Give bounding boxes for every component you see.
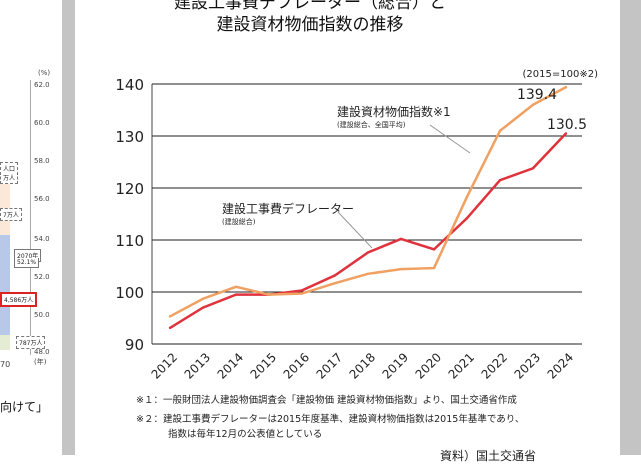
- y-tick-label: 140: [115, 76, 144, 94]
- callout: 4,586万人: [0, 292, 38, 307]
- left-axis-unit: (%): [38, 69, 51, 77]
- data-point: [432, 248, 436, 251]
- left-bar-segment: [0, 335, 10, 350]
- series-label: 建設資材物価指数※1: [337, 104, 451, 119]
- end-value-label: 130.5: [547, 117, 587, 133]
- data-point: [366, 251, 370, 254]
- x-tick-label: 2018: [347, 350, 378, 381]
- data-point: [498, 129, 502, 132]
- footnote-2: ※２：建設工事費デフレーターは2015年度基準、建設資材物価指数は2015年基準…: [136, 414, 525, 425]
- leader-line: [337, 211, 373, 249]
- data-point: [168, 315, 172, 318]
- chart-title-line1: 建設工事費デフレーター（総合）と: [174, 0, 446, 13]
- data-point: [333, 274, 337, 277]
- left-tick: 62.0: [34, 81, 50, 89]
- data-point: [234, 293, 238, 296]
- left-year-unit: (年): [34, 358, 47, 366]
- y-tick-label: 110: [115, 232, 144, 250]
- left-tick: 52.0: [34, 273, 50, 281]
- series-sublabel: (建設総合、全国平均): [337, 120, 406, 129]
- y-tick-label: 130: [115, 128, 144, 146]
- x-tick-label: 2019: [380, 350, 411, 381]
- data-point: [531, 167, 535, 170]
- data-point: [267, 293, 271, 296]
- x-tick-label: 2021: [446, 350, 477, 381]
- x-tick-label: 2023: [512, 350, 543, 381]
- data-point: [333, 281, 337, 285]
- end-value-label: 139.4: [517, 87, 557, 103]
- x-tick-label: 2022: [479, 350, 510, 381]
- x-tick-label: 2015: [248, 350, 279, 381]
- series-line-0: [169, 132, 567, 329]
- data-point: [432, 266, 436, 270]
- unit-note: (2015=100※2): [523, 69, 599, 80]
- callout: 787万人: [16, 336, 46, 349]
- x-tick-label: 2014: [215, 350, 246, 381]
- data-point: [465, 216, 469, 220]
- data-point: [168, 326, 172, 330]
- leader-line: [429, 124, 471, 154]
- left-page-fragment: (%) 62.0 60.0 58.0 56.0 54.0 52.0 50.0 4…: [0, 0, 62, 455]
- data-point: [465, 195, 469, 199]
- series-label: 建設工事費デフレーター: [222, 201, 354, 216]
- x-tick-label: 2012: [149, 350, 180, 381]
- left-tick: 48.0: [34, 348, 50, 356]
- y-tick-label: 100: [115, 284, 144, 302]
- x-tick-label: 2017: [314, 350, 345, 381]
- x-tick-label: 2020: [413, 350, 444, 381]
- data-point: [234, 285, 238, 288]
- y-tick-label: 90: [125, 336, 144, 354]
- data-point: [300, 292, 304, 295]
- x-tick-label: 2024: [545, 350, 576, 381]
- callout: 万人: [0, 172, 19, 184]
- page-gap: [620, 0, 641, 455]
- left-caption: 向けて」: [0, 400, 49, 414]
- left-tick: 54.0: [34, 235, 50, 243]
- x-tick-label: 2016: [281, 350, 312, 381]
- data-point: [399, 267, 403, 271]
- data-point: [498, 179, 502, 182]
- left-tick: 58.0: [34, 157, 50, 165]
- left-tick: 50.0: [34, 311, 50, 319]
- data-point: [201, 297, 205, 300]
- data-point: [399, 237, 403, 241]
- left-tick: 56.0: [34, 195, 50, 203]
- source-note: 資料）国土交通省: [440, 449, 537, 463]
- data-point: [300, 289, 304, 292]
- callout: 52.1%: [14, 258, 40, 268]
- left-bar-segment: [0, 235, 10, 335]
- footnote-2-cont: 指数は毎年12月の公表値としている: [168, 429, 323, 440]
- data-point: [531, 103, 535, 107]
- left-tick: 60.0: [34, 119, 50, 127]
- footnote-1: ※１：一般財団法人建設物価調査会「建設物価 建設資材物価指数」より、国土交通省作…: [136, 395, 517, 406]
- page-gap: [62, 0, 75, 455]
- left-bar-segment: [0, 180, 10, 235]
- chart-title-line2: 建設資材物価指数の推移: [216, 15, 404, 35]
- data-point: [366, 272, 370, 275]
- x-tick-label: 2013: [182, 350, 213, 381]
- data-point: [564, 85, 568, 89]
- data-point: [201, 306, 205, 309]
- y-tick-label: 120: [115, 180, 144, 198]
- data-point: [564, 132, 568, 135]
- callout: 7万人: [0, 208, 22, 221]
- series-sublabel: (建設総合): [222, 217, 256, 226]
- left-x-tick: 70: [0, 360, 11, 369]
- left-axis-line: [30, 80, 31, 355]
